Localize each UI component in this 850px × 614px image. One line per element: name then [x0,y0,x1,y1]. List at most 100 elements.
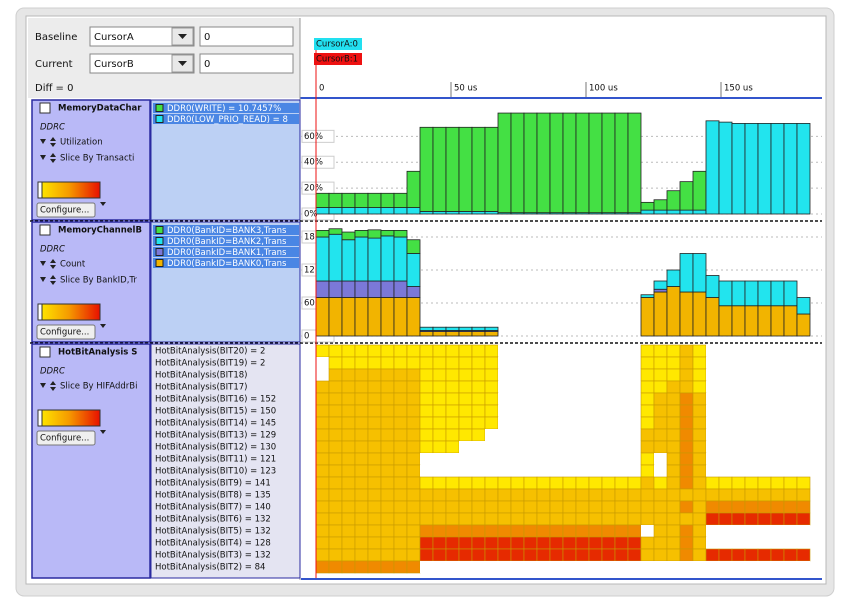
heat-cell [562,548,577,562]
heat-cell [341,500,356,514]
heat-cell [315,536,330,550]
legend-row [153,103,299,113]
heat-cell [445,512,460,526]
bar-segment [484,331,499,337]
scale-marker [37,181,43,199]
menu-arrow [100,202,106,206]
heat-cell [432,536,447,550]
heat-cell [719,381,732,393]
heat-cell [510,512,525,526]
heat-cell [354,404,369,418]
bar-segment [380,192,395,208]
heat-cell [341,404,356,418]
legend-row [153,258,299,268]
heat-cell [523,536,538,550]
heat-cell [328,548,343,562]
heat-cell [771,537,784,549]
legend-swatch [155,104,164,112]
bar-segment [510,112,525,214]
heat-cell [732,369,745,381]
heat-cell [354,488,369,502]
heat-cell [719,465,732,477]
bar-segment [458,326,473,331]
heat-cell [719,453,732,465]
heat-cell [328,464,343,478]
heat-cell [393,380,408,394]
heat-cell [640,344,655,358]
heat-cell [315,560,330,574]
heat-cell [485,465,498,477]
cursor-flag [314,53,362,65]
heat-cell [692,524,707,538]
heat-cell [380,476,395,490]
heat-cell [692,368,707,382]
heat-cell [550,561,563,573]
heat-cell [576,345,589,357]
heat-cell [536,476,551,490]
heat-cell [719,525,732,537]
heat-cell [550,381,563,393]
heat-cell [771,381,784,393]
heat-cell [341,464,356,478]
y-tick-label: 180 [304,233,320,243]
heat-cell [797,405,810,417]
heat-cell [706,465,719,477]
heat-cell [511,429,524,441]
menu-arrow [100,430,106,434]
heat-cell [484,476,499,490]
heat-cell [367,536,382,550]
bar-segment [432,326,447,331]
configure-button[interactable] [36,430,96,446]
heat-cell [563,345,576,357]
legend-label: DDR0(BankID=BANK2,Trans [167,237,287,247]
heat-cell [380,524,395,538]
heat-cell [732,525,745,537]
heat-cell [705,548,720,562]
bar-segment [744,280,759,307]
scale-marker [37,409,43,427]
heat-cell [757,548,772,562]
heat-cell [706,381,719,393]
row-label: HotBitAnalysis(BIT17) [155,383,247,393]
heat-cell [784,429,797,441]
heat-cell [628,561,641,573]
heat-cell [354,380,369,394]
heat-cell [640,500,655,514]
heat-cell [706,369,719,381]
configure-button[interactable] [36,202,96,218]
current-combo[interactable] [89,53,195,74]
heat-cell [783,476,798,490]
configure-button[interactable] [36,324,96,340]
heat-cell [510,476,525,490]
heat-cell [511,381,524,393]
heat-cell [367,440,382,454]
heat-cell [745,465,758,477]
heat-cell [718,500,733,514]
heat-cell [432,476,447,490]
heat-cell [498,345,511,357]
row-label: HotBitAnalysis(BIT11) = 121 [155,455,276,465]
bar-segment [432,126,447,212]
bar-segment [380,229,395,237]
heat-cell [719,345,732,357]
heat-cell [367,464,382,478]
heat-cell [419,548,434,562]
heat-cell [524,357,537,369]
heat-cell [562,500,577,514]
row-label: HotBitAnalysis(BIT12) = 130 [155,443,276,453]
heat-cell [550,369,563,381]
bar-segment [640,297,655,337]
bar-segment [757,280,772,307]
heat-cell [640,440,655,454]
heat-cell [328,524,343,538]
baseline-input[interactable] [199,26,294,47]
heat-cell [341,344,356,358]
heat-cell [758,381,771,393]
heat-cell [367,416,382,430]
heat-cell [653,440,668,454]
baseline-combo[interactable] [89,26,195,47]
heat-cell [419,476,434,490]
current-input[interactable] [199,53,294,74]
heat-cell [446,453,459,465]
sort-icon [50,275,56,279]
